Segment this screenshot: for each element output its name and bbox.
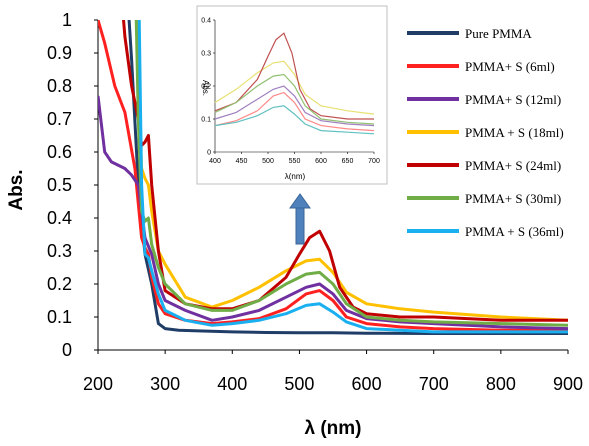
legend-label: Pure PMMA bbox=[465, 26, 532, 41]
inset-series-line bbox=[214, 105, 375, 135]
x-tick-label: 700 bbox=[419, 374, 449, 394]
y-tick-label: 0.9 bbox=[47, 43, 72, 63]
legend-label: PMMA + S (18ml) bbox=[465, 125, 564, 140]
inset-x-tick-label: 450 bbox=[236, 158, 248, 165]
x-tick-label: 200 bbox=[83, 374, 113, 394]
legend-label: PMMA+ S (30ml) bbox=[465, 191, 561, 206]
legend-label: PMMA+ S (24ml) bbox=[465, 158, 561, 173]
series-line bbox=[98, 95, 568, 331]
y-tick-label: 0.3 bbox=[47, 241, 72, 261]
y-tick-label: 0.4 bbox=[47, 208, 72, 228]
series-lines bbox=[98, 20, 568, 335]
up-arrow-icon bbox=[289, 193, 311, 245]
x-tick-label: 900 bbox=[553, 374, 583, 394]
x-tick-label: 500 bbox=[284, 374, 314, 394]
y-tick-label: 0.5 bbox=[47, 175, 72, 195]
inset-x-tick-label: 700 bbox=[368, 158, 380, 165]
legend: Pure PMMA PMMA+ S (6ml) PMMA+ S (12ml) PMMA… bbox=[407, 26, 564, 239]
x-tick-label: 600 bbox=[352, 374, 382, 394]
series-line bbox=[98, 20, 568, 332]
x-ticks: 200 300 400 500 600 700 800 900 bbox=[83, 350, 583, 394]
inset-x-tick-label: 500 bbox=[262, 158, 274, 165]
legend-label: PMMA + S (36ml) bbox=[465, 224, 564, 239]
x-tick-label: 400 bbox=[217, 374, 247, 394]
y-tick-label: 0.2 bbox=[47, 274, 72, 294]
inset-series-line bbox=[214, 73, 375, 125]
inset-series-line bbox=[214, 60, 375, 115]
inset-y-ticks: 0 0.1 0.2 0.3 0.4 bbox=[201, 18, 215, 157]
inset-x-tick-label: 550 bbox=[289, 158, 301, 165]
inset-chart: 0 0.1 0.2 0.3 0.4 400 450 500 550 600 650 700 Abs.… bbox=[196, 5, 388, 185]
y-tick-label: 0 bbox=[62, 340, 72, 360]
legend-label: PMMA+ S (12ml) bbox=[465, 92, 561, 107]
inset-y-axis-label: Abs. bbox=[201, 80, 210, 96]
inset-x-ticks: 400 450 500 550 600 650 700 bbox=[209, 152, 380, 165]
inset-series-line bbox=[214, 32, 374, 120]
series-line bbox=[134, 20, 568, 327]
inset-series-line bbox=[214, 91, 375, 132]
inset-y-tick-label: 0.1 bbox=[201, 117, 211, 124]
inset-x-axis-label: λ(nm) bbox=[285, 172, 306, 181]
y-tick-label: 0.1 bbox=[47, 307, 72, 327]
x-axis-label: λ (nm) bbox=[305, 418, 362, 439]
series-line bbox=[137, 20, 568, 334]
inset-series-lines bbox=[214, 32, 375, 135]
x-tick-label: 800 bbox=[486, 374, 516, 394]
y-tick-label: 1 bbox=[62, 10, 72, 30]
y-ticks: 0 0.1 0.2 0.3 0.4 0.5 0.6 0.7 0.8 0.9 1 bbox=[47, 10, 98, 360]
x-tick-label: 300 bbox=[150, 374, 180, 394]
series-line bbox=[135, 20, 568, 322]
y-tick-label: 0.8 bbox=[47, 76, 72, 96]
inset-border bbox=[196, 5, 388, 185]
inset-y-tick-label: 0.3 bbox=[201, 51, 211, 58]
inset-x-tick-label: 400 bbox=[209, 158, 221, 165]
inset-y-tick-label: 0.4 bbox=[201, 18, 211, 25]
inset-series-line bbox=[214, 85, 375, 127]
inset-y-tick-label: 0 bbox=[207, 150, 211, 157]
legend-label: PMMA+ S (6ml) bbox=[465, 59, 555, 74]
inset-y-tick-label: 0.2 bbox=[201, 84, 211, 91]
inset-x-tick-label: 650 bbox=[342, 158, 354, 165]
inset-x-tick-label: 600 bbox=[315, 158, 327, 165]
y-axis-label: Abs. bbox=[6, 169, 27, 210]
y-tick-label: 0.6 bbox=[47, 142, 72, 162]
y-tick-label: 0.7 bbox=[47, 109, 72, 129]
